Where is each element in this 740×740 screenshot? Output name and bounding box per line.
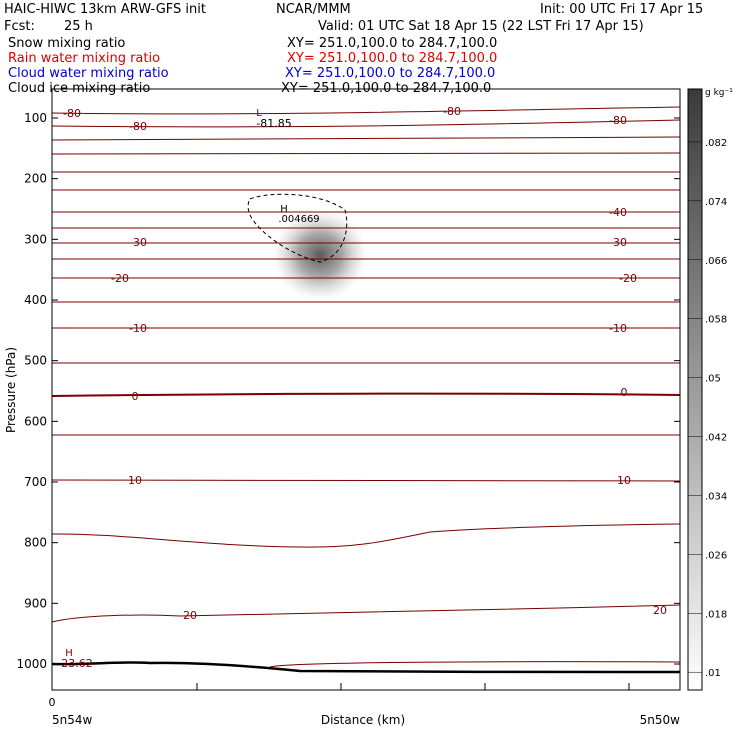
isotherm-line (51, 523, 681, 548)
colorbar-ticks: .01 .018 .026 .034 .042 .05 .058 .066 .074 .082 (688, 138, 727, 679)
field-name-snow: Snow mixing ratio (8, 36, 126, 51)
colorbar-label: .082 (705, 138, 727, 149)
ice-max-value: .004669 (278, 214, 319, 225)
contour-label: -10 (129, 322, 147, 335)
field-xy-cloud-water: XY= 251.0,100.0 to 284.7,100.0 (285, 66, 496, 81)
ice-max-marker: H (280, 204, 288, 215)
contour-label: -80 (129, 120, 147, 133)
fcst-value: 25 h (64, 19, 93, 34)
y-tick-label: 200 (24, 172, 47, 186)
colorbar-label: .018 (705, 609, 727, 620)
snow-shading (270, 207, 370, 303)
title-text: HAIC-HIWC 13km ARW-GFS init (4, 2, 206, 17)
contour-label: -30 (129, 236, 147, 249)
contour-label: -30 (609, 236, 627, 249)
colorbar-label: .074 (705, 197, 727, 208)
contour-label: 23.62 (61, 657, 93, 670)
contour-label: 20 (183, 609, 197, 622)
contour-label: 20 (653, 604, 667, 617)
isotherm-line (51, 604, 681, 623)
contour-label: -40 (609, 206, 627, 219)
contour-label: -20 (111, 272, 129, 285)
colorbar-gradient (687, 88, 703, 691)
y-tick-label: 600 (24, 414, 47, 428)
contour-label: -80 (63, 107, 81, 120)
y-tick-label: 800 (24, 536, 47, 550)
org-text: NCAR/MMM (276, 2, 351, 17)
low-marker: L (256, 108, 262, 119)
colorbar-label: .01 (705, 668, 721, 679)
contour-label: -80 (609, 114, 627, 127)
field-name-rain: Rain water mixing ratio (8, 51, 161, 66)
contour-label: 10 (128, 474, 142, 487)
y-tick-label: 400 (24, 293, 47, 307)
x-left-label: 5n54w (52, 713, 93, 727)
extrema-markers: L H H .004669 (65, 108, 319, 659)
init-text: Init: 00 UTC Fri 17 Apr 15 (540, 2, 704, 17)
y-tick-label: 700 (24, 475, 47, 489)
y-tick-label: 1000 (16, 657, 47, 671)
temperature-contours (51, 106, 681, 668)
terrain-line (51, 661, 681, 674)
contour-label: 0 (621, 386, 628, 399)
colorbar-label: .058 (705, 315, 727, 326)
fcst-label: Fcst: (4, 19, 35, 34)
contour-labels: -80 -80 -81.85 -80 -80 -40 -30 -30 -20 -… (61, 105, 667, 670)
y-tick-label: 500 (24, 354, 47, 368)
field-xy-rain: XY= 251.0,100.0 to 284.7,100.0 (287, 51, 498, 66)
colorbar-label: .034 (705, 491, 727, 502)
isotherm-line (51, 106, 681, 115)
colorbar-unit: g kg⁻¹ (705, 88, 733, 98)
field-xy-snow: XY= 251.0,100.0 to 284.7,100.0 (287, 36, 498, 51)
contour-label: 0 (132, 390, 139, 403)
contour-label: -10 (609, 322, 627, 335)
colorbar-label: .026 (705, 550, 727, 561)
isotherm-line (51, 136, 681, 141)
colorbar-label: .05 (705, 374, 721, 385)
x-right-label: 5n50w (640, 713, 681, 727)
isotherm-line (269, 661, 681, 668)
plot-frame (51, 88, 681, 691)
isotherm-line (51, 479, 681, 482)
valid-text: Valid: 01 UTC Sat 18 Apr 15 (22 LST Fri … (318, 19, 644, 34)
colorbar-label: .042 (705, 433, 727, 444)
x-origin-label: 0 (49, 696, 56, 709)
high-marker: H (65, 648, 73, 659)
isotherm-line (51, 392, 681, 397)
field-name-cloud-water: Cloud water mixing ratio (8, 66, 169, 81)
contour-label: -80 (443, 105, 461, 118)
contour-label: 10 (617, 474, 631, 487)
y-tick-label: 100 (24, 111, 47, 125)
y-tick-label: 300 (24, 232, 47, 246)
x-axis-title: Distance (km) (321, 713, 405, 727)
y-axis-title: Pressure (hPa) (4, 347, 18, 433)
contour-label: -81.85 (256, 117, 291, 130)
contour-label: -20 (619, 272, 637, 285)
cloud-ice-contour (247, 193, 348, 263)
isotherm-line (51, 119, 681, 128)
colorbar-label: .066 (705, 256, 727, 267)
y-tick-label: 900 (24, 596, 47, 610)
isotherm-line (51, 152, 681, 155)
x-axis (51, 683, 630, 690)
